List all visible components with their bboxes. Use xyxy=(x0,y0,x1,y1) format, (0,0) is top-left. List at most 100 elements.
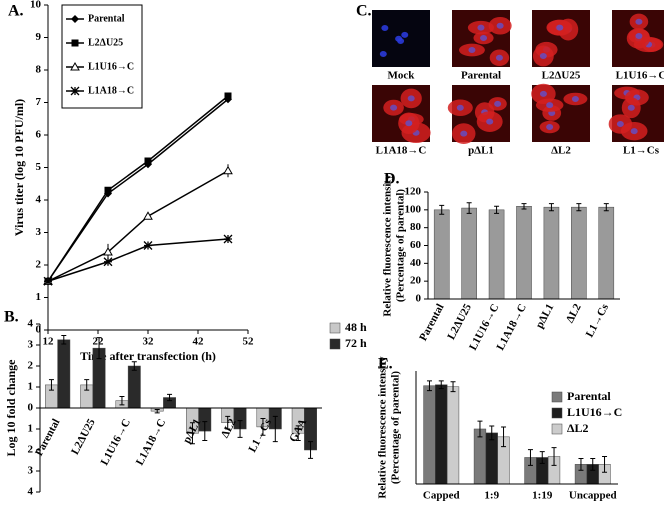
image-label: Mock xyxy=(388,70,416,82)
error-bar xyxy=(295,425,301,442)
y-axis-label: Virus titer (log 10 PFU/ml) xyxy=(12,99,26,236)
y-axis-label: Log 10 fold change xyxy=(4,359,18,457)
nucleus xyxy=(635,33,643,40)
y-tick-label: 8 xyxy=(36,64,42,76)
y-tick-label: 7 xyxy=(36,96,42,108)
legend-label: 48 h xyxy=(345,320,367,334)
x-tick-label: L2ΔU25 xyxy=(69,417,98,457)
error-bar xyxy=(48,379,54,391)
nucleus xyxy=(635,18,643,25)
marker xyxy=(103,257,113,267)
micrograph xyxy=(372,85,431,144)
error-bar xyxy=(494,205,500,214)
image-label: L2ΔU25 xyxy=(542,70,581,82)
error-bar xyxy=(551,447,557,466)
legend-swatch xyxy=(329,338,341,350)
y-axis-label: (Percentage of parental) xyxy=(395,189,407,303)
nucleus xyxy=(395,35,403,42)
y-tick-label: 4 xyxy=(36,194,42,206)
error-bar xyxy=(539,451,545,464)
panel-label: C. xyxy=(356,3,372,20)
nucleus xyxy=(539,52,547,59)
error-bar xyxy=(225,415,231,430)
nucleus xyxy=(405,120,413,127)
marker xyxy=(43,276,53,286)
y-axis-label: Relative fluorescence intensity xyxy=(382,174,394,317)
x-tick-label: Parental xyxy=(417,302,446,343)
nucleus xyxy=(546,124,554,131)
nucleus xyxy=(407,95,415,102)
error-bar xyxy=(167,393,173,402)
image-label: L1→Cs xyxy=(623,145,660,157)
legend-label: Parental xyxy=(88,13,125,24)
panel-label: E. xyxy=(378,356,393,373)
y-tick-label: 100 xyxy=(405,203,422,215)
error-bar xyxy=(61,335,67,345)
error-bar xyxy=(154,408,160,414)
error-bar xyxy=(131,361,137,371)
marker xyxy=(143,211,153,220)
nucleus xyxy=(401,31,409,38)
y-tick-label: 0 xyxy=(28,402,34,414)
micrograph xyxy=(447,85,510,144)
legend-label: ΔL2 xyxy=(567,421,589,435)
bar xyxy=(516,206,532,300)
micrograph xyxy=(608,85,664,142)
x-tick-label: Capped xyxy=(423,490,460,502)
error-bar xyxy=(590,457,596,471)
error-bar xyxy=(189,422,195,445)
nucleus xyxy=(381,25,389,32)
micrograph xyxy=(532,10,590,67)
nucleus xyxy=(456,104,464,111)
error-bar xyxy=(602,455,608,473)
legend-swatch xyxy=(551,407,563,419)
error-bar xyxy=(527,449,533,466)
x-tick-label: 32 xyxy=(143,336,155,348)
legend-swatch xyxy=(551,391,563,403)
error-bar xyxy=(202,421,208,442)
marker xyxy=(70,86,80,96)
y-axis-label: (Percentage of parental) xyxy=(390,371,402,485)
bar xyxy=(543,206,560,300)
error-bar xyxy=(548,203,554,212)
x-tick-label: 42 xyxy=(193,336,205,348)
x-tick-label: 52 xyxy=(243,336,255,348)
y-tick-label: 6 xyxy=(36,129,42,141)
error-bar xyxy=(84,379,90,391)
x-axis-label: Time after transfection (h) xyxy=(80,349,216,363)
image-label: pΔL1 xyxy=(468,145,494,157)
micrograph xyxy=(452,10,512,67)
y-tick-label: 3 xyxy=(28,339,34,351)
error-bar xyxy=(477,420,483,438)
marker xyxy=(104,186,112,194)
error-bar xyxy=(501,426,507,448)
image-label: L1U16→C xyxy=(616,70,664,82)
error-bar xyxy=(466,202,472,214)
legend-swatch xyxy=(551,423,563,435)
x-tick-label: 22 xyxy=(93,336,105,348)
nucleus xyxy=(571,95,579,102)
bar xyxy=(461,207,477,300)
series-line xyxy=(47,238,229,282)
legend-label: L1U16→C xyxy=(567,405,622,419)
nucleus xyxy=(477,24,485,31)
panel-label: D. xyxy=(384,171,400,188)
x-tick-label: L1U16→C xyxy=(99,417,133,467)
legend-label: L1A18→C xyxy=(88,85,134,96)
x-tick-label: L1→Cs xyxy=(246,416,274,454)
micrograph xyxy=(531,83,590,142)
y-tick-label: 2 xyxy=(28,360,34,372)
y-tick-label: 0 xyxy=(36,324,42,336)
nucleus xyxy=(460,130,468,137)
nucleus xyxy=(546,102,554,109)
error-bar xyxy=(489,425,495,441)
x-tick-label: Parental xyxy=(33,417,62,458)
marker xyxy=(71,15,79,23)
marker xyxy=(103,246,113,256)
panel-label: B. xyxy=(4,309,19,326)
y-tick-label: 80 xyxy=(410,221,422,233)
series-line xyxy=(47,95,229,282)
bar xyxy=(488,209,505,300)
nucleus xyxy=(494,100,502,107)
x-tick-label: L1→Cs xyxy=(584,301,612,339)
